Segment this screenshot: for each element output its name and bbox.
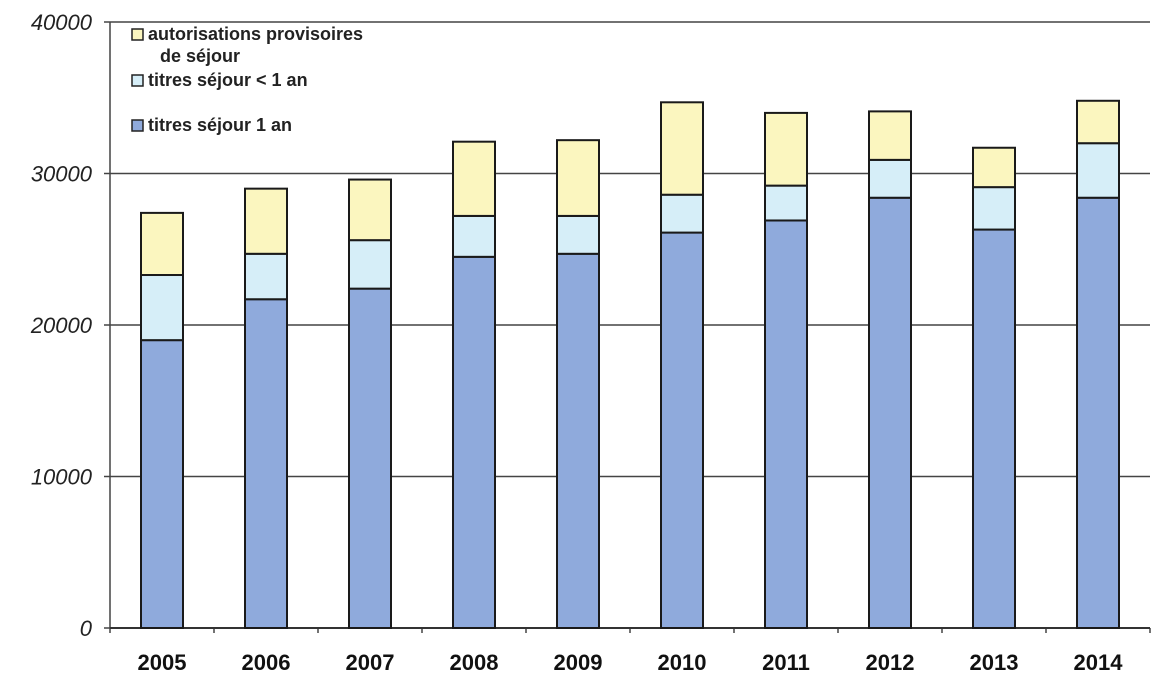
- legend-label: titres séjour 1 an: [148, 115, 292, 135]
- bar-segment: [660, 231, 704, 630]
- bar-segment: [556, 139, 600, 217]
- x-tick-label: 2005: [138, 650, 187, 675]
- y-tick-label: 10000: [31, 465, 93, 490]
- bar-segment: [660, 101, 704, 196]
- bar-segment: [868, 158, 912, 199]
- bar-segment: [764, 184, 808, 222]
- bar-segment: [140, 274, 184, 342]
- legend-swatch: [131, 74, 144, 87]
- y-tick-label: 0: [80, 616, 93, 641]
- legend-label: autorisations provisoires: [148, 24, 363, 44]
- bar-segment: [972, 146, 1016, 189]
- bars: [140, 99, 1120, 630]
- x-tick-label: 2012: [866, 650, 915, 675]
- bar-segment: [244, 252, 288, 301]
- bar-segment: [452, 255, 496, 629]
- x-tick-label: 2006: [242, 650, 291, 675]
- x-tick-labels: 2005 2006 2007 2008 2009 2010 2011 2012 2013 2014: [138, 650, 1124, 675]
- bar-segment: [868, 110, 912, 161]
- legend-swatch: [131, 119, 144, 132]
- legend-label: titres séjour < 1 an: [148, 70, 308, 90]
- bar-segment: [1076, 99, 1120, 145]
- bar-segment: [556, 214, 600, 255]
- bar-segment: [764, 111, 808, 187]
- bar-segment: [972, 186, 1016, 231]
- bar-segment: [140, 339, 184, 629]
- bar-segment: [1076, 142, 1120, 199]
- bar-segment: [348, 178, 392, 242]
- bar-segment: [452, 140, 496, 217]
- legend-swatch: [131, 28, 144, 41]
- y-tick-labels: 0 10000 20000 30000 40000: [30, 10, 93, 641]
- x-tick-label: 2014: [1074, 650, 1124, 675]
- bar-segment: [556, 252, 600, 629]
- x-tick-label: 2008: [450, 650, 499, 675]
- x-tick-label: 2011: [762, 650, 810, 675]
- x-tick-label: 2013: [970, 650, 1019, 675]
- x-tick-label: 2010: [658, 650, 707, 675]
- bar-segment: [764, 219, 808, 629]
- bar-segment: [1076, 196, 1120, 630]
- bar-segment: [244, 298, 288, 629]
- bar-segment: [348, 287, 392, 629]
- legend-label: de séjour: [160, 46, 240, 66]
- y-tick-label: 30000: [31, 162, 93, 187]
- bar-segment: [140, 211, 184, 277]
- bar-segment: [244, 187, 288, 255]
- bar-segment: [972, 228, 1016, 629]
- bar-segment: [348, 239, 392, 290]
- bar-segment: [452, 214, 496, 258]
- y-tick-label: 20000: [30, 313, 93, 338]
- y-tick-label: 40000: [31, 10, 93, 35]
- x-tick-label: 2009: [554, 650, 603, 675]
- x-tick-label: 2007: [346, 650, 395, 675]
- bar-segment: [660, 193, 704, 234]
- bar-segment: [868, 196, 912, 630]
